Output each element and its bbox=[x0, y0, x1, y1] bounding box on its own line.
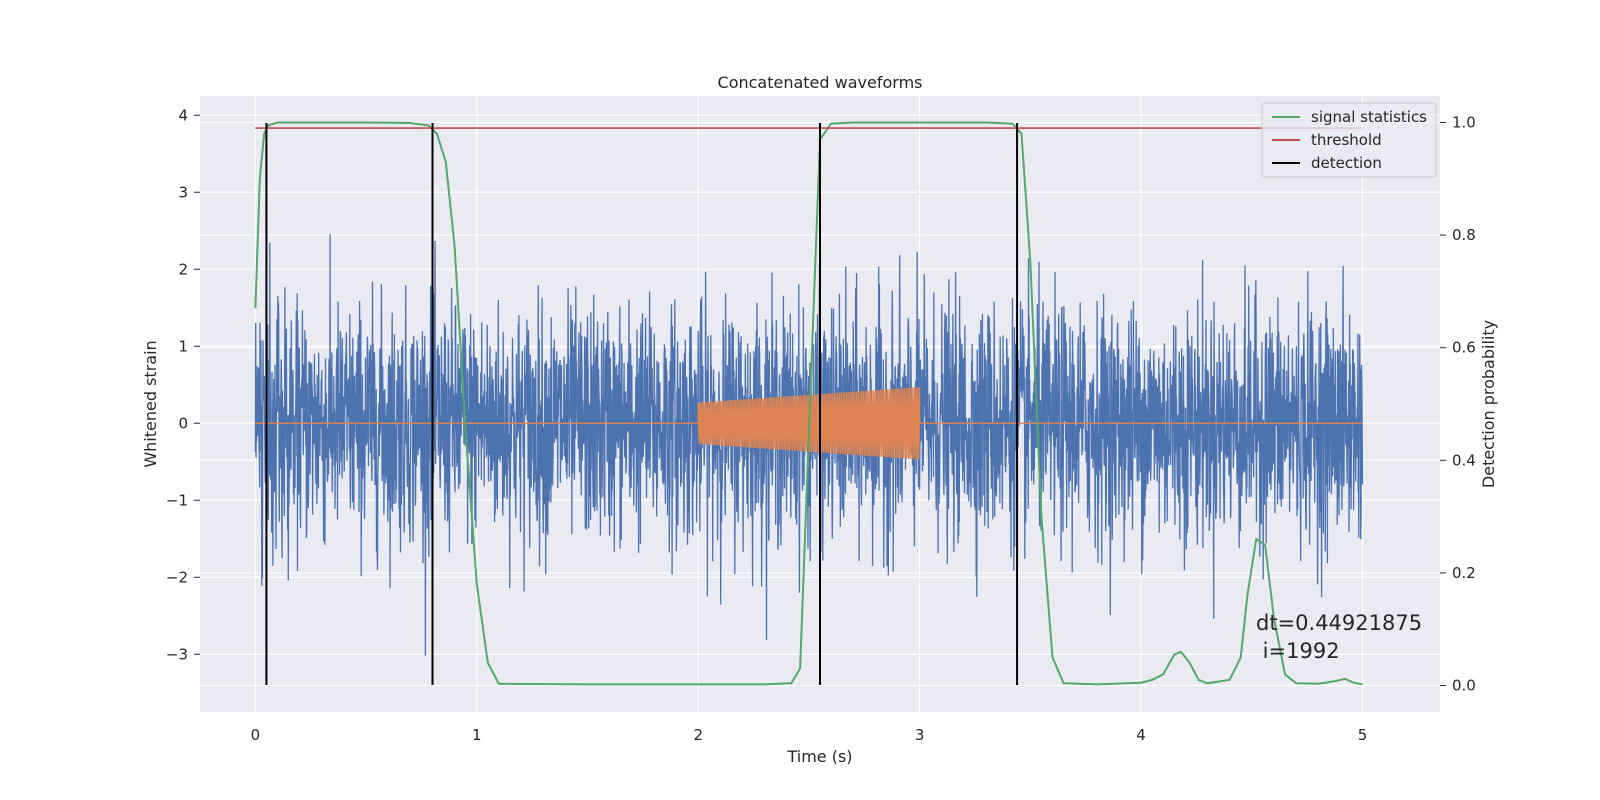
y2-tick-label: 1.0 bbox=[1452, 113, 1476, 131]
y-axis-label: Whitened strain bbox=[141, 340, 160, 467]
y-tick-label: −3 bbox=[166, 645, 188, 663]
signal-statistics-series bbox=[254, 121, 1363, 686]
x-tick-label: 4 bbox=[1136, 726, 1146, 744]
axis-ticks: 0 1 2 3 4 5 −3 −2 −1 0 1 2 3 4 0.0 0.2 0.4 0.6 0.8 1.0 bbox=[166, 106, 1476, 744]
y-tick-label: 4 bbox=[178, 106, 188, 124]
y-tick-label: 3 bbox=[178, 183, 188, 201]
legend-label-signal-statistics: signal statistics bbox=[1311, 108, 1427, 126]
y2-tick-label: 0.2 bbox=[1452, 564, 1476, 582]
y-tick-label: 0 bbox=[178, 414, 188, 432]
x-tick-label: 0 bbox=[251, 726, 261, 744]
x-tick-label: 3 bbox=[915, 726, 925, 744]
x-tick-label: 1 bbox=[472, 726, 482, 744]
x-tick-label: 5 bbox=[1358, 726, 1368, 744]
detection-series bbox=[265, 122, 1019, 686]
strain-line bbox=[254, 234, 1364, 656]
chart-title: Concatenated waveforms bbox=[718, 73, 923, 92]
y2-axis-label: Detection probability bbox=[1479, 320, 1498, 488]
y-tick-label: 1 bbox=[178, 337, 188, 355]
y2-tick-label: 0.8 bbox=[1452, 226, 1476, 244]
annotation-line: i=1992 bbox=[1256, 639, 1340, 663]
annotation: dt=0.44921875 i=1992 bbox=[1256, 611, 1422, 663]
y-tick-label: −1 bbox=[166, 491, 188, 509]
annotation-line: dt=0.44921875 bbox=[1256, 611, 1422, 635]
legend: signal statistics threshold detection bbox=[1261, 102, 1437, 178]
injection-series bbox=[255, 387, 1363, 460]
injection-line bbox=[255, 387, 1363, 460]
y-tick-label: −2 bbox=[166, 568, 188, 586]
y-tick-label: 2 bbox=[178, 260, 188, 278]
y2-tick-label: 0.6 bbox=[1452, 339, 1476, 357]
legend-label-detection: detection bbox=[1311, 154, 1382, 172]
x-tick-label: 2 bbox=[693, 726, 703, 744]
y2-tick-label: 0.0 bbox=[1452, 677, 1476, 695]
y2-tick-label: 0.4 bbox=[1452, 451, 1476, 469]
signal-statistics-line bbox=[254, 121, 1363, 686]
x-axis-label: Time (s) bbox=[786, 747, 852, 766]
strain-series bbox=[254, 234, 1364, 656]
legend-label-threshold: threshold bbox=[1311, 131, 1382, 149]
legend-box bbox=[1261, 102, 1437, 178]
